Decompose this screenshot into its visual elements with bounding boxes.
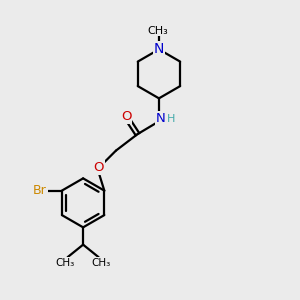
Text: Br: Br [33, 184, 47, 197]
Text: O: O [121, 110, 131, 123]
Text: O: O [94, 160, 104, 173]
Text: H: H [167, 114, 176, 124]
Text: N: N [154, 42, 164, 56]
Text: N: N [156, 112, 165, 125]
Text: CH₃: CH₃ [92, 258, 111, 268]
Text: CH₃: CH₃ [56, 258, 75, 268]
Text: CH₃: CH₃ [147, 26, 168, 36]
